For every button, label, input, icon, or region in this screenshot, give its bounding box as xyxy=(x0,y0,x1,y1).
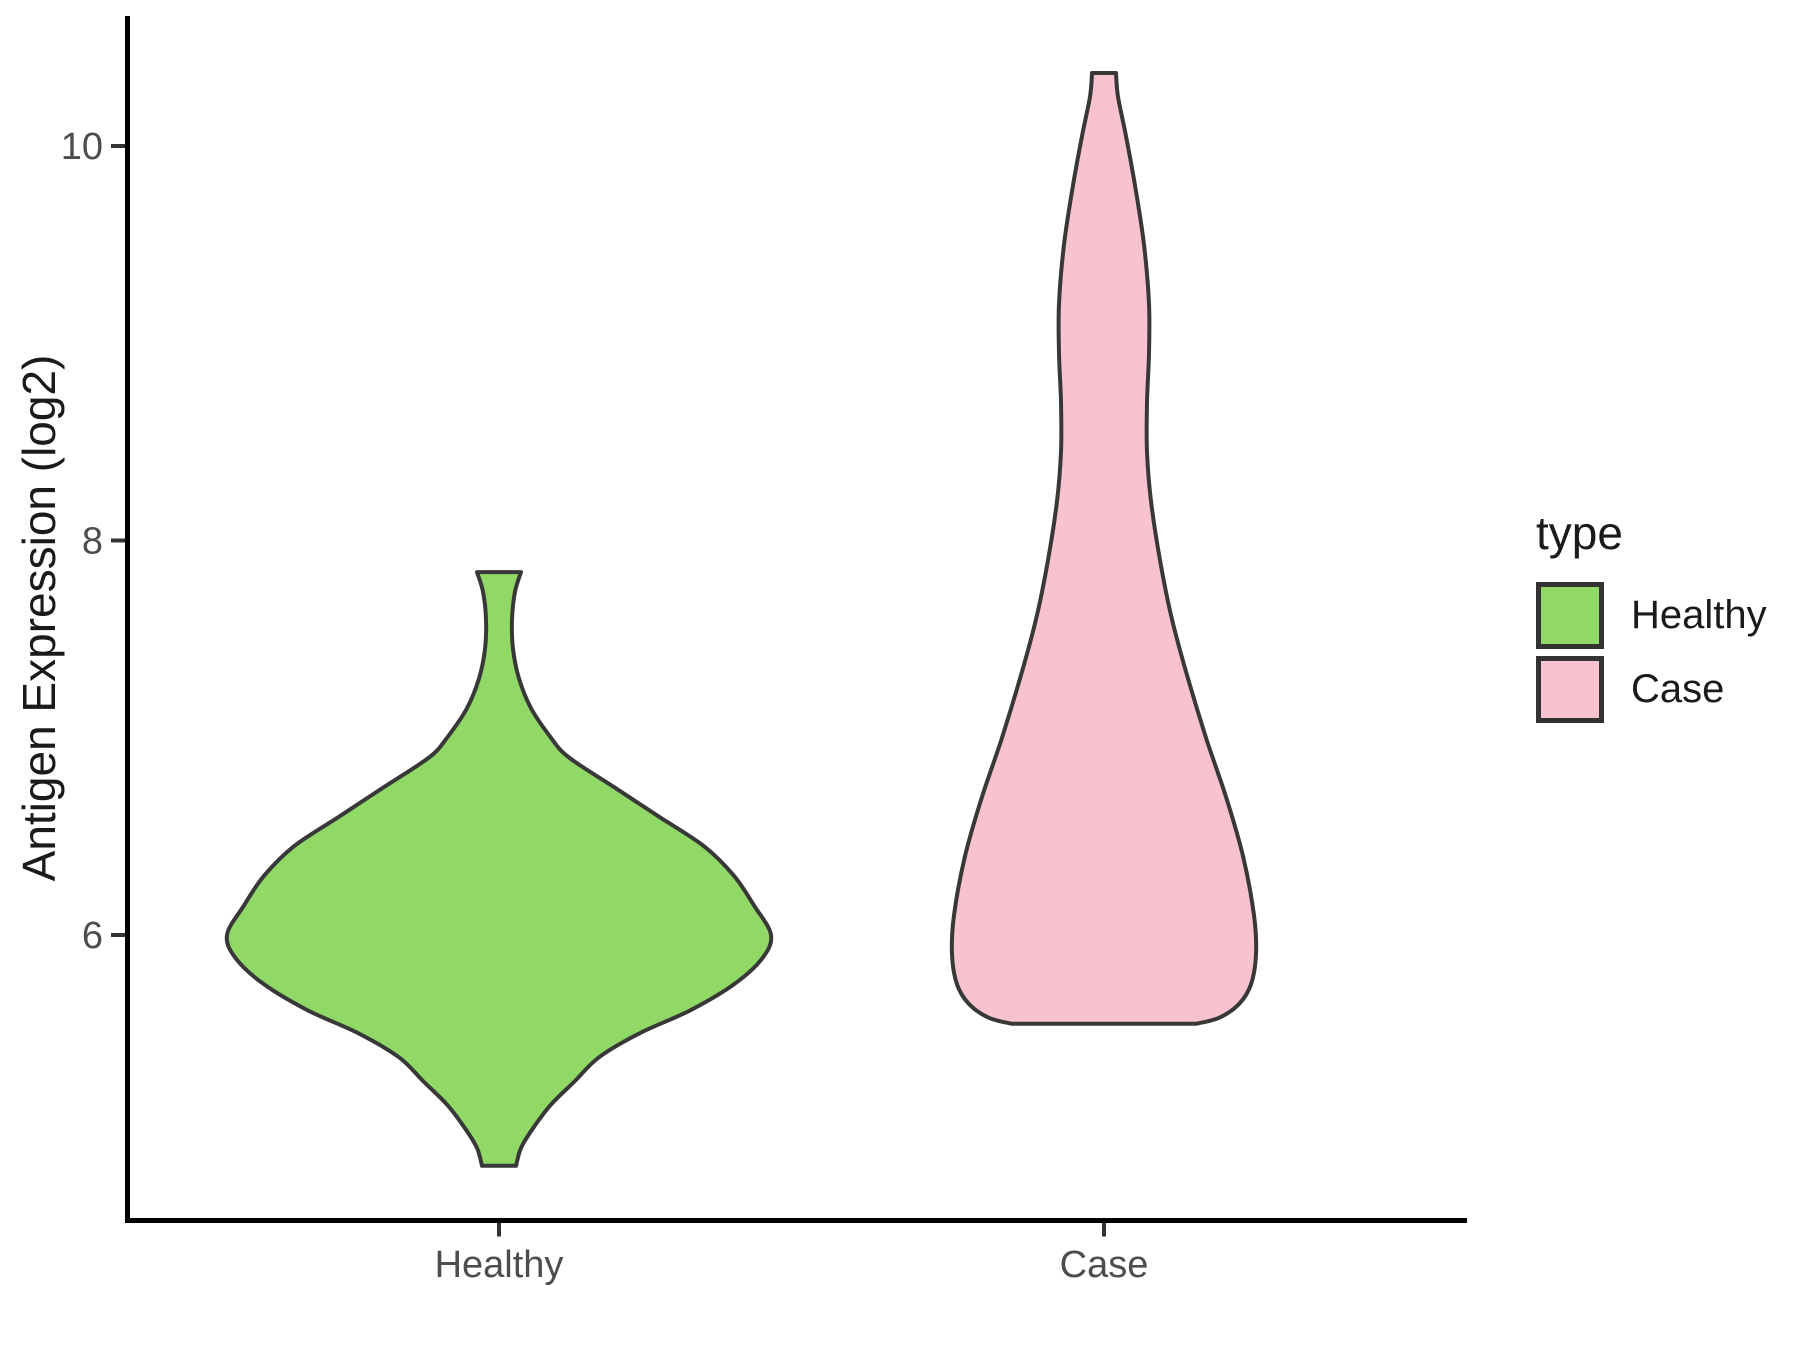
legend-label-case: Case xyxy=(1631,667,1725,711)
y-tick-label: 10 xyxy=(61,126,103,168)
violin-case xyxy=(949,71,1259,1026)
legend-swatch-case xyxy=(1536,656,1604,723)
legend-item-healthy: Healthy xyxy=(1536,582,1767,649)
x-tick-label: Case xyxy=(1060,1244,1149,1286)
x-tick-label: Healthy xyxy=(435,1244,564,1286)
y-tick-label: 6 xyxy=(82,915,103,957)
axes-layer xyxy=(111,16,1467,1237)
axis-text-layer: 10 8 6 Healthy Case xyxy=(61,126,1149,1286)
legend-item-case: Case xyxy=(1536,656,1767,723)
y-tick-label: 8 xyxy=(82,521,103,563)
legend-label-healthy: Healthy xyxy=(1631,593,1767,637)
legend-swatch-healthy xyxy=(1536,582,1604,649)
violin-healthy xyxy=(224,570,774,1168)
legend-title: type xyxy=(1536,507,1623,559)
violins-layer xyxy=(224,71,1259,1168)
legend: type Healthy Case xyxy=(1536,506,1767,730)
y-axis-title: Antigen Expression (log2) xyxy=(13,355,65,882)
